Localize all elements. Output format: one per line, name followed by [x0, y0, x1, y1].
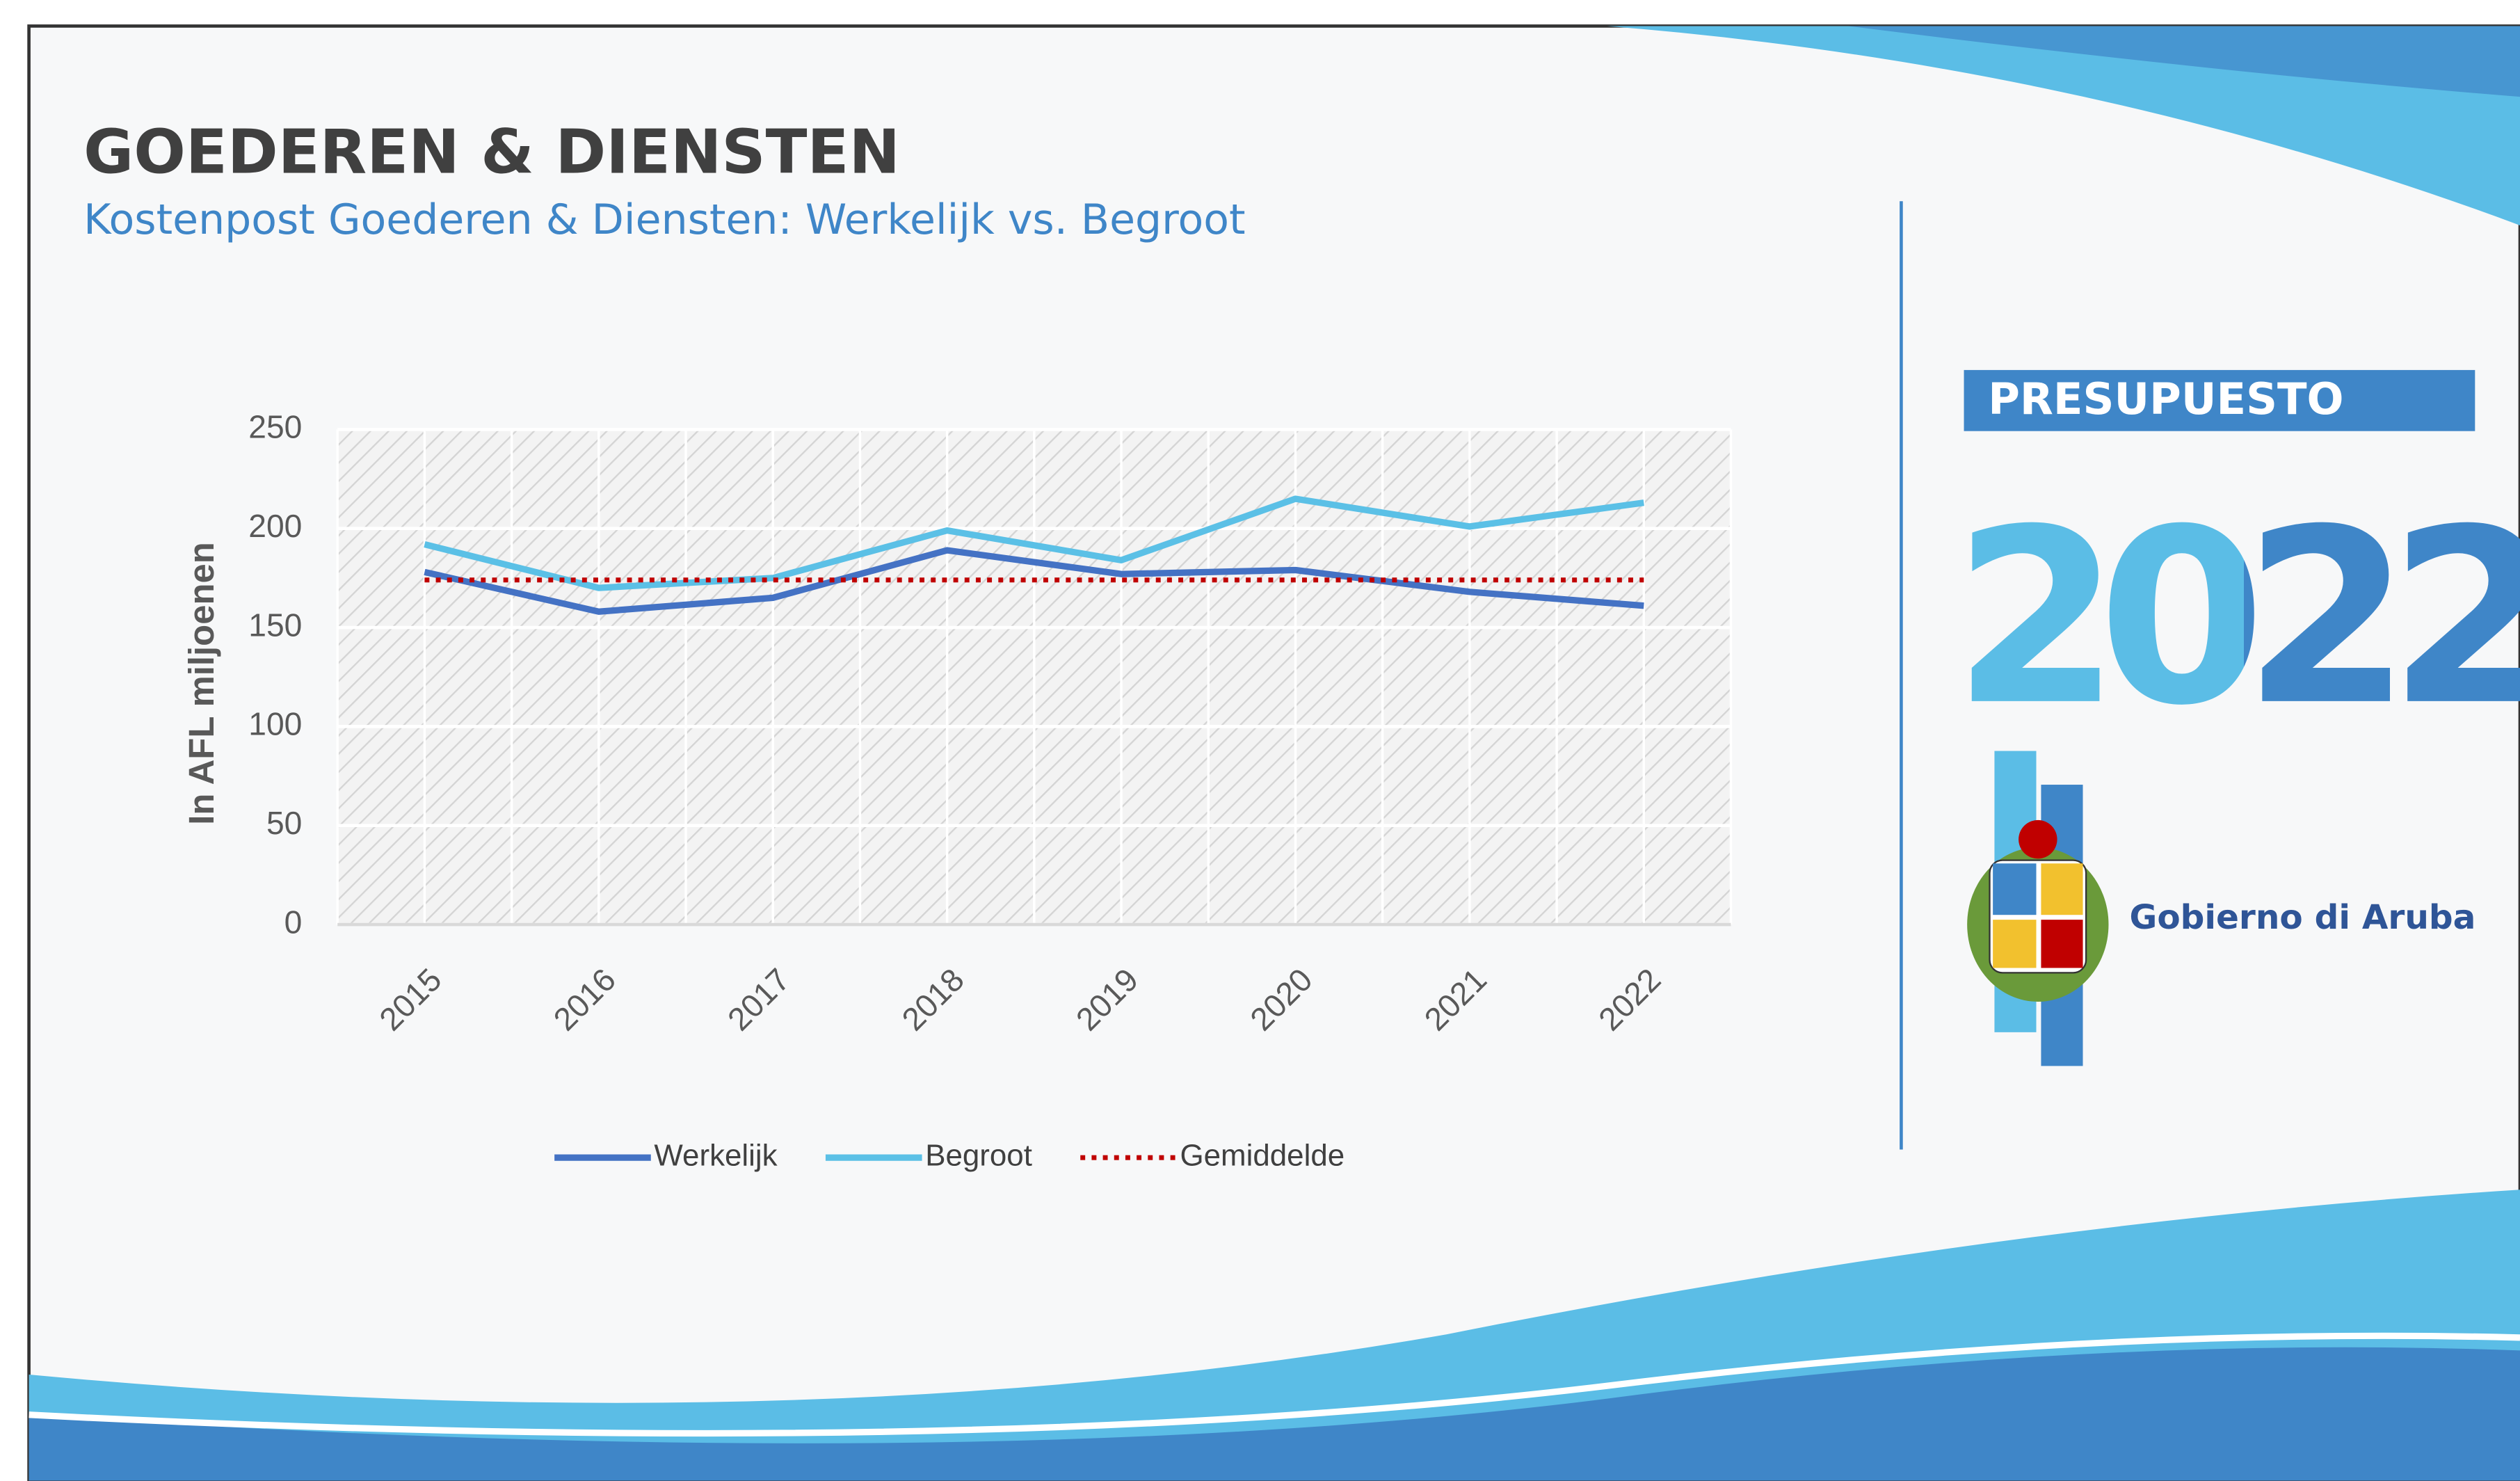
slide-title: GOEDEREN & DIENSTEN	[83, 117, 900, 188]
top-wave-dark	[1848, 26, 2520, 97]
wave-highlight	[29, 1332, 2520, 1437]
coat-quarter	[2041, 920, 2083, 968]
legend-label: Gemiddelde	[1180, 1139, 1345, 1173]
bottom-wave-dark	[29, 1347, 2520, 1481]
logo-year: 2022	[1952, 477, 2520, 758]
badge: PRESUPUESTO	[1988, 374, 2343, 424]
y-tick-label: 100	[248, 706, 302, 742]
legend-label: Begroot	[925, 1139, 1032, 1173]
coat-quarter	[2041, 863, 2083, 915]
line-begroot	[424, 495, 1644, 591]
y-tick-label: 150	[248, 607, 302, 643]
legend-label: Werkelijk	[654, 1139, 778, 1173]
coat-crest	[2019, 819, 2057, 859]
y-axis-label: In AFL miljoenen	[182, 542, 221, 825]
coat-quarter	[1993, 863, 2037, 915]
government-name: Gobierno di Aruba	[2130, 898, 2476, 937]
slide-subtitle: Kostenpost Goederen & Diensten: Werkelij…	[83, 195, 1245, 244]
line-werkelijk	[424, 547, 1644, 615]
y-tick-label: 50	[266, 805, 302, 841]
y-tick-label: 0	[284, 904, 303, 940]
badge-bg	[1964, 369, 2475, 431]
y-tick-label: 200	[248, 508, 302, 544]
coat-quarter	[1993, 920, 2037, 968]
y-tick-label: 250	[248, 409, 302, 445]
